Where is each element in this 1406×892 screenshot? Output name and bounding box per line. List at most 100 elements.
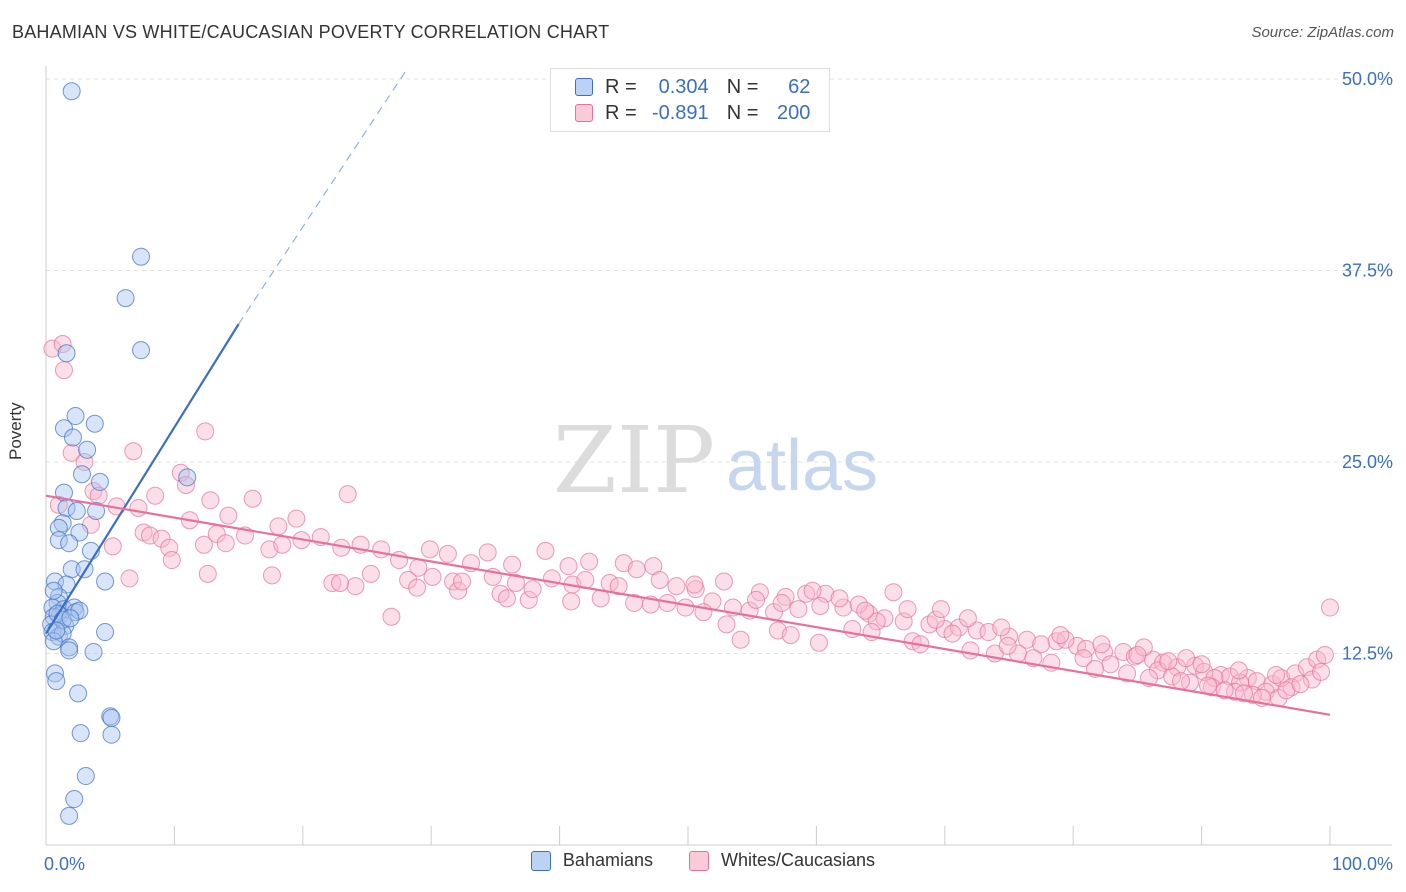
bahamian-point [44,581,63,600]
bahamian-point [87,502,106,521]
bahamian-trend-line [45,323,240,635]
white-point [216,534,235,553]
bahamian-point [54,419,73,438]
bahamian-point [63,428,82,447]
bahamian-point [60,641,79,660]
bahamian-point [69,684,88,703]
r-value: 0.304 [658,75,709,98]
axes [45,66,1392,846]
white-point [338,485,357,504]
white-point [323,574,342,593]
white-point [497,589,516,608]
white-point [146,486,165,505]
r-value: -0.891 [651,101,709,124]
white-point [194,535,213,554]
white-point [408,578,427,597]
bahamian-point [102,708,121,727]
white-point [1101,655,1120,674]
white-point [423,567,442,586]
white-point [1192,655,1211,674]
bahamian-point [49,531,68,550]
bahamian-point [71,724,90,743]
r-label: R = [605,101,637,124]
white-point [1199,676,1218,695]
white-point [103,537,122,556]
bahamian-point [66,407,85,426]
white-point [1032,635,1051,654]
pink-swatch [688,850,709,871]
source-label: Source: ZipAtlas.com [1251,24,1394,41]
white-point [361,564,380,583]
white-point [789,600,808,619]
series-legend: Bahamians Whites/Caucasians [0,850,1406,871]
white-point [273,535,292,554]
bahamian-point [45,572,64,591]
tick-labels: 12.5% 25.0% 37.5% 50.0% 0.0% 100.0% [44,69,1393,874]
white-point [781,626,800,645]
white-point [262,566,281,585]
white-point [1215,681,1234,700]
bahamian-point [90,472,109,491]
white-point [162,551,181,570]
white-point [1114,642,1133,661]
white-point [1303,670,1322,689]
white-point [1000,627,1018,646]
white-point [1172,672,1191,691]
white-point [685,575,704,594]
legend-item-whites: Whites/Caucasians [688,850,875,871]
white-point [958,609,977,628]
chart-title: BAHAMIAN VS WHITE/CAUCASIAN POVERTY CORR… [12,22,610,42]
white-point [176,475,195,494]
regression-lines [45,71,1331,716]
bahamian-point [67,502,86,521]
white-point [1267,665,1286,684]
white-point [449,581,468,600]
bahamian-point [49,518,68,537]
white-trend-line [45,494,1331,716]
white-point [580,552,599,571]
n-label: N = [726,75,759,98]
white-point [1286,664,1305,683]
watermark-zip: ZIP [553,407,715,514]
white-point [198,564,217,583]
white-point [967,621,986,640]
white-point [1229,661,1248,680]
white-point [219,506,238,525]
white-point [834,598,853,617]
data-points [42,82,1339,825]
white-point [931,600,950,619]
white-point [346,577,365,596]
white-point [1315,646,1334,665]
white-point [1321,598,1339,617]
white-point [372,540,391,559]
r-label: R = [605,75,637,98]
white-point [811,597,830,616]
white-point [867,612,886,631]
pink-swatch [575,104,593,122]
white-point [503,555,522,574]
white-point [1051,626,1070,645]
white-point [491,584,510,603]
white-point [562,592,581,611]
bahamian-point [45,664,64,683]
bahamian-point [60,534,79,553]
white-point [141,526,160,545]
white-point [120,569,139,588]
bahamian-point [76,767,95,786]
white-point [453,572,472,591]
white-point [961,641,980,660]
white-point [129,498,148,517]
correlation-legend: R = 0.304 N = 62 R = -0.891 N = 200 [550,68,830,132]
white-point [196,422,215,441]
white-point [1017,630,1036,649]
bahamian-point [85,414,104,433]
bahamian-point [132,341,151,360]
white-point [943,624,962,643]
bahamian-point [60,806,79,825]
white-point [772,593,791,612]
watermark: ZIP atlas [553,407,878,514]
white-point [992,618,1011,637]
bahamian-point [54,483,73,502]
bahamian-point [96,623,115,642]
